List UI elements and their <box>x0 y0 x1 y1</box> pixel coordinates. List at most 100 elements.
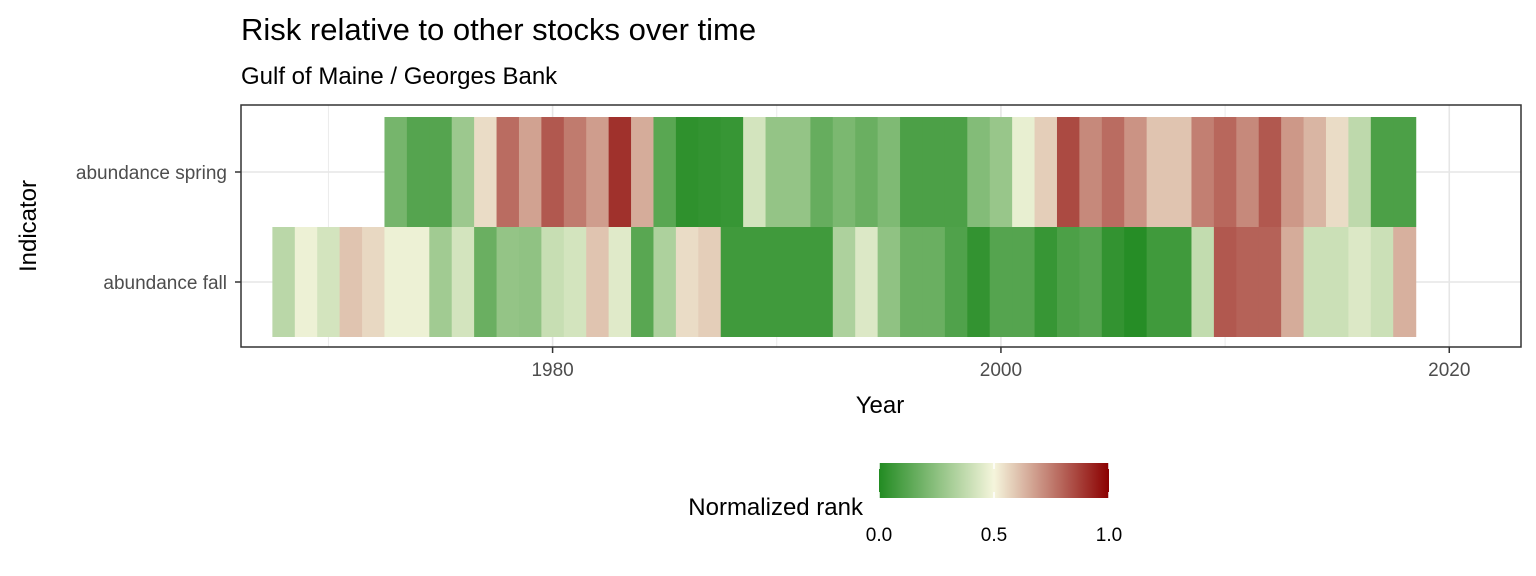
x-axis: 1980 2000 2020 <box>531 347 1470 381</box>
y-tick-label-0: abundance spring <box>76 163 227 184</box>
y-axis-title: Indicator <box>15 180 42 272</box>
tile-abundance-spring-2001 <box>1012 117 1036 227</box>
tile-abundance-spring-1974 <box>406 117 430 227</box>
tile-abundance-spring-2016 <box>1348 117 1372 227</box>
tile-abundance-spring-2008 <box>1169 117 1193 227</box>
tile-abundance-spring-1992 <box>810 117 834 227</box>
tile-abundance-spring-1998 <box>944 117 968 227</box>
tile-abundance-spring-2007 <box>1146 117 1170 227</box>
tile-abundance-fall-1990 <box>765 227 789 337</box>
tile-abundance-fall-2009 <box>1191 227 1215 337</box>
tile-abundance-spring-1975 <box>429 117 453 227</box>
tile-abundance-fall-1980 <box>541 227 565 337</box>
tile-abundance-spring-1989 <box>743 117 767 227</box>
tile-abundance-fall-1996 <box>900 227 924 337</box>
tile-abundance-spring-1977 <box>474 117 498 227</box>
tile-abundance-spring-2018 <box>1393 117 1417 227</box>
tile-abundance-fall-1970 <box>317 227 341 337</box>
tile-abundance-fall-1975 <box>429 227 453 337</box>
tile-abundance-spring-2002 <box>1034 117 1058 227</box>
tile-abundance-spring-2011 <box>1236 117 1260 227</box>
legend-title: Normalized rank <box>688 494 864 521</box>
tile-abundance-fall-1982 <box>586 227 610 337</box>
tile-abundance-spring-2012 <box>1258 117 1282 227</box>
tile-abundance-fall-2008 <box>1169 227 1193 337</box>
tile-abundance-fall-1985 <box>653 227 677 337</box>
legend-tick-label-1: 0.5 <box>981 525 1007 546</box>
x-axis-title: Year <box>856 392 905 419</box>
tile-abundance-spring-1999 <box>967 117 991 227</box>
tile-abundance-fall-2006 <box>1124 227 1148 337</box>
tile-abundance-spring-1995 <box>877 117 901 227</box>
y-tick-label-1: abundance fall <box>103 273 227 294</box>
tile-abundance-spring-2005 <box>1101 117 1125 227</box>
tile-abundance-fall-2002 <box>1034 227 1058 337</box>
tile-abundance-fall-2018 <box>1393 227 1417 337</box>
chart-subtitle: Gulf of Maine / Georges Bank <box>241 63 558 90</box>
tile-abundance-spring-1985 <box>653 117 677 227</box>
tile-abundance-spring-2014 <box>1303 117 1327 227</box>
tile-abundance-spring-2003 <box>1056 117 1080 227</box>
tile-abundance-fall-1998 <box>944 227 968 337</box>
tile-abundance-fall-2007 <box>1146 227 1170 337</box>
tile-abundance-fall-2003 <box>1056 227 1080 337</box>
heatmap-tiles <box>272 117 1417 337</box>
tile-abundance-spring-1991 <box>787 117 811 227</box>
tile-abundance-spring-1981 <box>563 117 587 227</box>
tile-abundance-spring-1988 <box>720 117 744 227</box>
tile-abundance-spring-2004 <box>1079 117 1103 227</box>
tile-abundance-fall-1968 <box>272 227 296 337</box>
tile-abundance-spring-1996 <box>900 117 924 227</box>
tile-abundance-fall-2012 <box>1258 227 1282 337</box>
tile-abundance-spring-1978 <box>496 117 520 227</box>
legend: Normalized rank 0.0 0.5 1.0 <box>688 463 1122 546</box>
tile-abundance-fall-1984 <box>631 227 655 337</box>
tile-abundance-fall-2001 <box>1012 227 1036 337</box>
tile-abundance-fall-1992 <box>810 227 834 337</box>
tile-abundance-fall-1987 <box>698 227 722 337</box>
tile-abundance-spring-1982 <box>586 117 610 227</box>
tile-abundance-spring-1987 <box>698 117 722 227</box>
tile-abundance-spring-1984 <box>631 117 655 227</box>
tile-abundance-spring-1973 <box>384 117 408 227</box>
tile-abundance-spring-1980 <box>541 117 565 227</box>
tile-abundance-fall-1995 <box>877 227 901 337</box>
tile-abundance-fall-1969 <box>294 227 318 337</box>
x-tick-label-2020: 2020 <box>1428 360 1470 381</box>
tile-abundance-spring-2013 <box>1281 117 1305 227</box>
tile-abundance-spring-2010 <box>1213 117 1237 227</box>
tile-abundance-fall-1978 <box>496 227 520 337</box>
tile-abundance-spring-2015 <box>1325 117 1349 227</box>
legend-tick-label-0: 0.0 <box>866 525 892 546</box>
tile-abundance-fall-2011 <box>1236 227 1260 337</box>
tile-abundance-spring-2009 <box>1191 117 1215 227</box>
tile-abundance-fall-1972 <box>362 227 386 337</box>
x-tick-label-2000: 2000 <box>980 360 1022 381</box>
legend-tick-label-2: 1.0 <box>1096 525 1122 546</box>
tile-abundance-fall-2005 <box>1101 227 1125 337</box>
tile-abundance-spring-1979 <box>518 117 542 227</box>
tile-abundance-fall-1981 <box>563 227 587 337</box>
tile-abundance-fall-2016 <box>1348 227 1372 337</box>
tile-abundance-fall-2004 <box>1079 227 1103 337</box>
tile-abundance-spring-1983 <box>608 117 632 227</box>
tile-abundance-fall-1988 <box>720 227 744 337</box>
tile-abundance-spring-2000 <box>989 117 1013 227</box>
tile-abundance-spring-1990 <box>765 117 789 227</box>
tile-abundance-spring-2017 <box>1370 117 1394 227</box>
tile-abundance-fall-2015 <box>1325 227 1349 337</box>
tile-abundance-fall-2013 <box>1281 227 1305 337</box>
tile-abundance-fall-2010 <box>1213 227 1237 337</box>
tile-abundance-fall-1994 <box>855 227 879 337</box>
tile-abundance-fall-1999 <box>967 227 991 337</box>
tile-abundance-fall-1989 <box>743 227 767 337</box>
tile-abundance-fall-1983 <box>608 227 632 337</box>
tile-abundance-spring-1976 <box>451 117 475 227</box>
x-tick-label-1980: 1980 <box>531 360 573 381</box>
tile-abundance-spring-2006 <box>1124 117 1148 227</box>
tile-abundance-fall-1993 <box>832 227 856 337</box>
tile-abundance-fall-1971 <box>339 227 363 337</box>
tile-abundance-fall-1974 <box>406 227 430 337</box>
panel-border <box>240 104 1522 348</box>
